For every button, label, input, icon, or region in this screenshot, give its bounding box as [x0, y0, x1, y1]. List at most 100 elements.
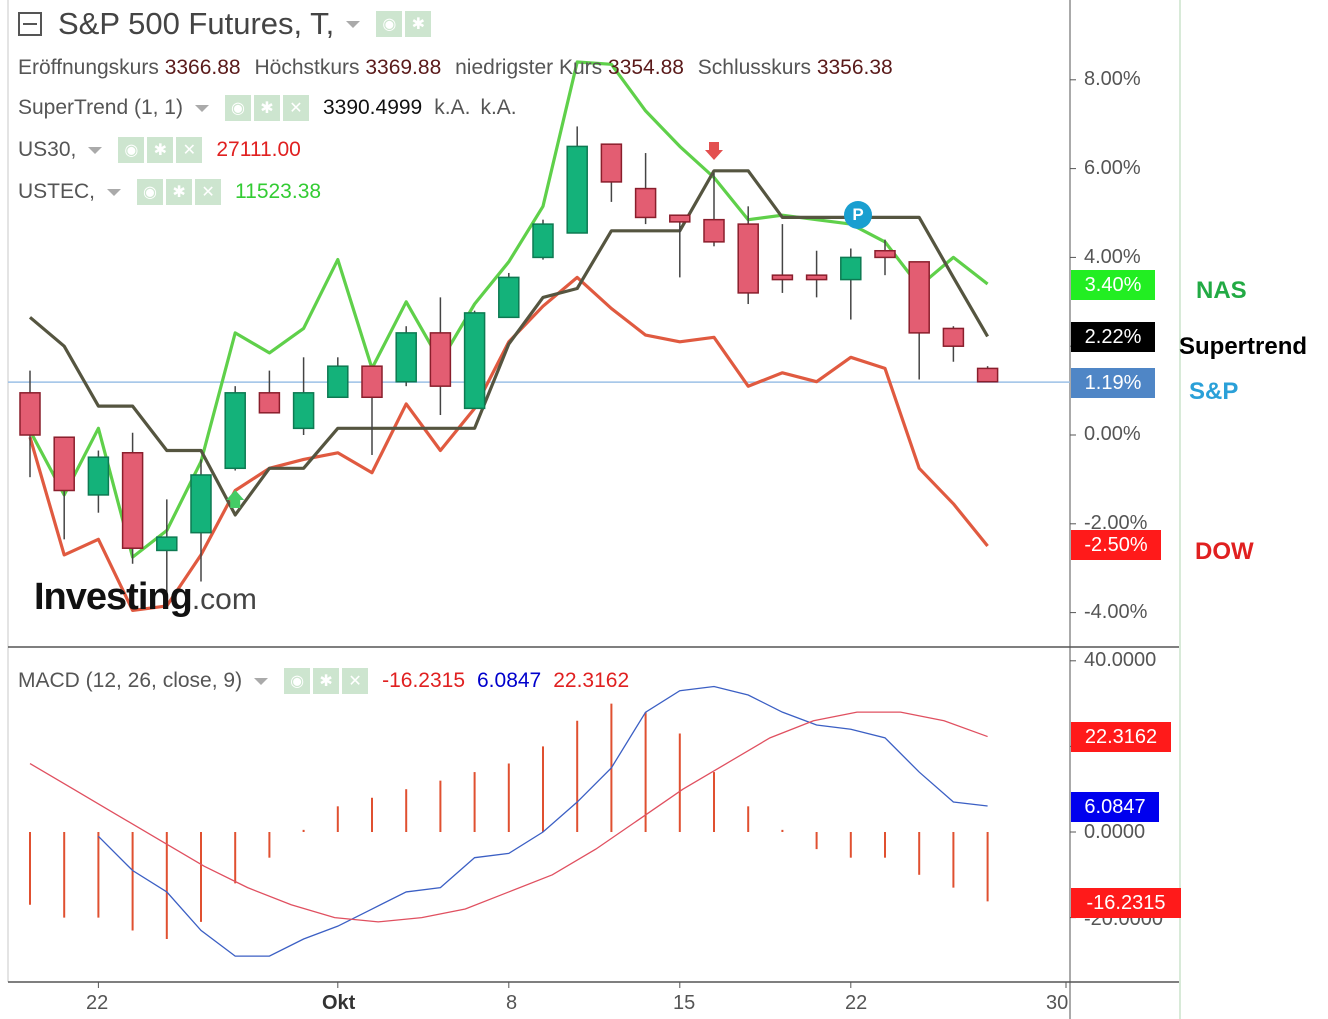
eye-icon[interactable]: ◉	[224, 95, 251, 121]
dow-label: DOW	[1195, 538, 1254, 565]
sp-label: S&P	[1189, 378, 1239, 405]
us30-controls: ◉ ✱ ✕	[118, 137, 203, 163]
low-value: 3354.88	[608, 56, 684, 79]
supertrend-side-label: Supertrend	[1179, 333, 1308, 360]
eye-icon[interactable]: ◉	[137, 179, 164, 205]
x-tick-label: Okt	[322, 992, 356, 1014]
chevron-down-icon[interactable]	[88, 146, 103, 154]
candle-down	[805, 274, 828, 281]
close-value: 3356.38	[816, 56, 893, 79]
x-tick-label: 22	[845, 992, 868, 1014]
gear-icon[interactable]: ✱	[147, 137, 174, 163]
candle-down	[703, 218, 725, 243]
eye-icon[interactable]: ◉	[118, 137, 145, 163]
macd-hist-value: -16.2315	[382, 669, 465, 692]
gear-icon[interactable]: ✱	[253, 95, 280, 121]
chart-title: S&P 500 Futures, T,	[58, 6, 335, 41]
candle-down	[121, 452, 144, 549]
close-icon[interactable]: ✕	[282, 95, 309, 121]
macd-y-tick-label: 0.0000	[1084, 821, 1146, 843]
us30-legend: US30, ◉ ✱ ✕ 27111.00	[18, 137, 301, 163]
candle-down	[600, 143, 623, 183]
candle-up	[498, 276, 520, 319]
series-line-ustec	[28, 60, 989, 559]
candle-down	[634, 187, 657, 219]
x-tick-label: 8	[506, 992, 518, 1014]
candle-up	[224, 392, 246, 470]
ustec-value: 11523.38	[235, 180, 322, 203]
candle-down	[771, 274, 794, 281]
ustec-controls: ◉ ✱ ✕	[137, 179, 222, 205]
candle-down	[669, 214, 691, 223]
gear-icon[interactable]: ✱	[405, 11, 432, 37]
close-icon[interactable]: ✕	[195, 179, 222, 205]
chart-frame	[7, 0, 1181, 1019]
series-line-supertrend	[28, 169, 989, 517]
chevron-down-icon[interactable]	[254, 677, 269, 685]
candle-down	[361, 365, 383, 399]
chart-title-row: S&P 500 Futures, T, ◉ ✱	[18, 6, 445, 42]
title-controls: ◉ ✱	[376, 11, 432, 37]
macd-y-tick-label: 40.0000	[1084, 649, 1157, 671]
dow-badge: -2.50%	[1071, 530, 1161, 560]
ustec-label: USTEC,	[18, 180, 96, 203]
y-tick-label: -2.00%	[1084, 512, 1148, 534]
candle-down	[258, 392, 281, 414]
supertrend-extra-1: k.A.	[434, 96, 471, 119]
eye-icon[interactable]: ◉	[284, 668, 311, 694]
macd-signal-badge: 22.3162	[1071, 722, 1171, 752]
candle-down	[908, 261, 930, 334]
candle-up	[87, 456, 110, 496]
candle-up	[156, 536, 178, 552]
logo-brand: Investing	[34, 576, 193, 618]
collapse-icon[interactable]	[18, 12, 42, 36]
macd-signal-line	[29, 711, 988, 923]
sp-badge: 1.19%	[1071, 368, 1155, 398]
candle-up	[327, 365, 349, 399]
candle-up	[395, 332, 417, 383]
x-tick-label: 30	[1046, 992, 1069, 1014]
close-icon[interactable]: ✕	[176, 137, 203, 163]
supertrend-extra-2: k.A.	[480, 96, 517, 119]
y-tick-label: -4.00%	[1084, 601, 1148, 623]
macd-controls: ◉ ✱ ✕	[284, 668, 369, 694]
candle-down	[429, 332, 452, 387]
candle-down	[976, 367, 999, 383]
sell-arrow-icon	[705, 142, 723, 160]
investing-logo: Investing.com	[34, 576, 257, 619]
candle-up	[840, 256, 862, 281]
candle-up	[190, 474, 212, 534]
y-tick-label: 4.00%	[1084, 246, 1141, 268]
macd-line-value: 6.0847	[477, 669, 542, 692]
gear-icon[interactable]: ✱	[166, 179, 193, 205]
gear-icon[interactable]: ✱	[313, 668, 340, 694]
supertrend-value: 3390.4999	[322, 96, 423, 119]
us30-label: US30,	[18, 138, 77, 161]
candle-down	[19, 392, 41, 436]
nas-badge: 3.40%	[1071, 270, 1155, 300]
chevron-down-icon[interactable]	[346, 20, 361, 28]
macd-line	[97, 685, 988, 957]
pivot-marker[interactable]: P	[844, 201, 872, 229]
ustec-legend: USTEC, ◉ ✱ ✕ 11523.38	[18, 179, 321, 205]
close-icon[interactable]: ✕	[342, 668, 369, 694]
macd-signal-value: 22.3162	[553, 669, 630, 692]
signal-markers	[226, 142, 723, 508]
chevron-down-icon[interactable]	[194, 104, 209, 112]
eye-icon[interactable]: ◉	[376, 11, 403, 37]
high-label: Höchstkurs	[254, 56, 360, 79]
y-tick-label: 6.00%	[1084, 157, 1141, 179]
macd-label: MACD (12, 26, close, 9)	[18, 669, 243, 692]
ohlc-row: Eröffnungskurs 3366.88 Höchstkurs 3369.8…	[18, 56, 893, 80]
supertrend-controls: ◉ ✱ ✕	[224, 95, 309, 121]
macd-line-badge: 6.0847	[1071, 792, 1159, 822]
y-tick-label: 0.00%	[1084, 423, 1141, 445]
candle-down	[737, 223, 759, 294]
open-label: Eröffnungskurs	[18, 56, 159, 79]
chevron-down-icon[interactable]	[107, 188, 122, 196]
open-value: 3366.88	[164, 56, 241, 79]
candle-up	[566, 145, 588, 234]
candle-up	[532, 223, 554, 259]
candle-up	[463, 312, 486, 410]
